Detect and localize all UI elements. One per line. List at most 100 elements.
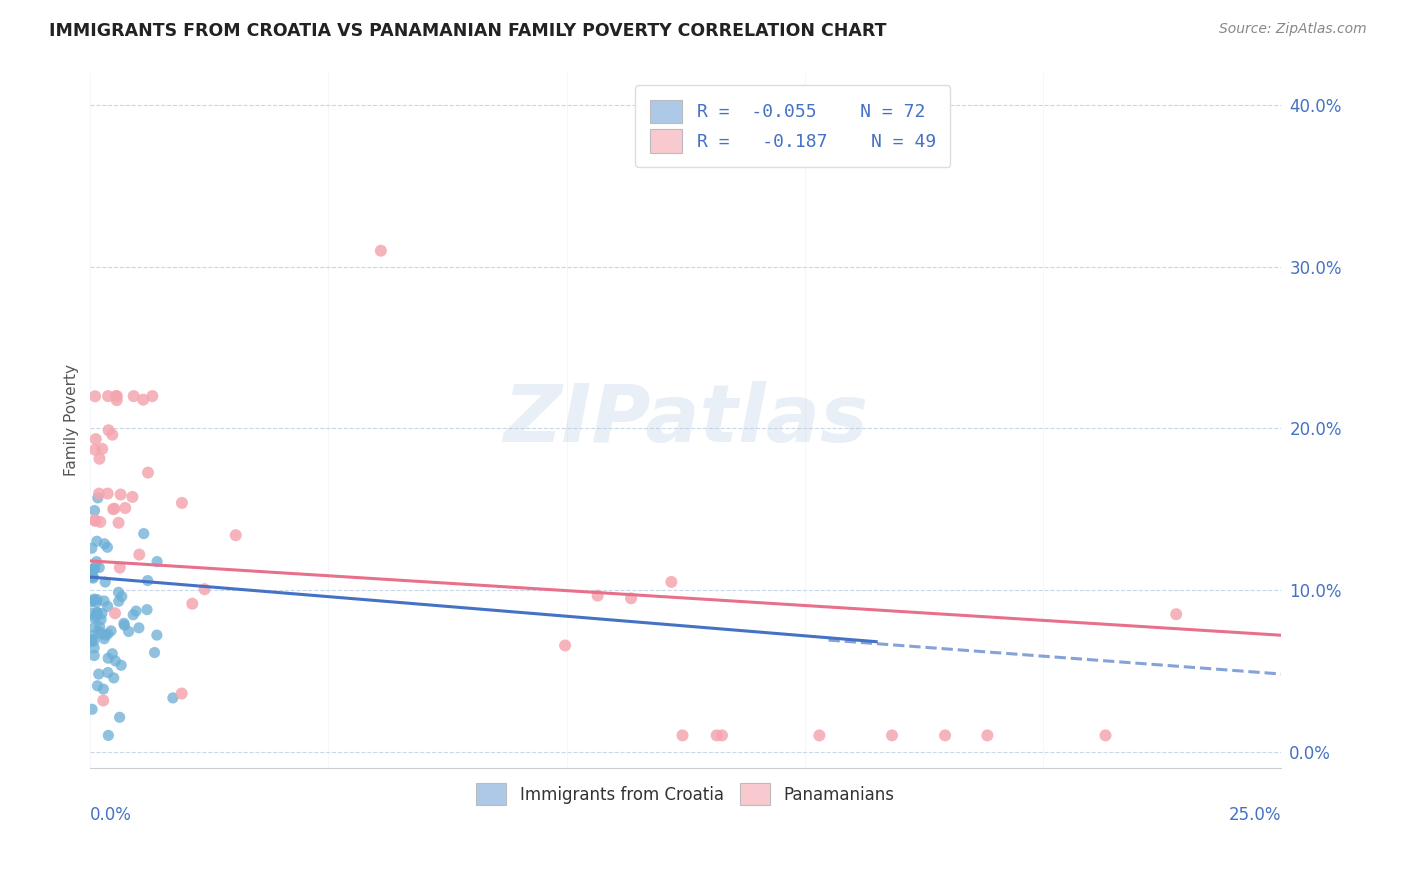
Point bbox=[170, 687, 193, 701]
Point bbox=[136, 466, 159, 480]
Point bbox=[84, 514, 107, 528]
Point bbox=[80, 565, 103, 579]
Point bbox=[104, 654, 127, 668]
Point bbox=[97, 665, 120, 680]
Point bbox=[86, 555, 108, 569]
Point bbox=[107, 585, 129, 599]
Point bbox=[141, 389, 163, 403]
Point bbox=[86, 606, 108, 620]
Point bbox=[83, 640, 105, 655]
Point bbox=[97, 599, 120, 614]
Point bbox=[170, 496, 193, 510]
Point bbox=[136, 602, 159, 616]
Point bbox=[193, 582, 215, 597]
Point bbox=[83, 611, 105, 625]
Point bbox=[82, 569, 104, 583]
Point bbox=[84, 432, 107, 446]
Point bbox=[80, 702, 103, 716]
Point bbox=[97, 651, 120, 665]
Point bbox=[87, 624, 110, 639]
Point bbox=[105, 389, 128, 403]
Point bbox=[86, 606, 108, 620]
Point bbox=[100, 624, 122, 638]
Point bbox=[586, 589, 609, 603]
Point bbox=[80, 632, 103, 647]
Point bbox=[143, 646, 166, 660]
Point bbox=[659, 574, 682, 589]
Point bbox=[105, 393, 128, 408]
Point bbox=[1166, 607, 1188, 622]
Point bbox=[94, 628, 117, 642]
Point bbox=[94, 575, 117, 590]
Point bbox=[132, 526, 155, 541]
Point bbox=[111, 590, 134, 604]
Point bbox=[112, 618, 135, 632]
Point bbox=[671, 728, 693, 742]
Point bbox=[104, 606, 127, 620]
Point bbox=[96, 541, 118, 555]
Point bbox=[86, 679, 108, 693]
Point bbox=[84, 609, 107, 624]
Point bbox=[934, 728, 956, 742]
Point bbox=[132, 392, 155, 407]
Point bbox=[711, 728, 734, 742]
Point bbox=[121, 490, 143, 504]
Point bbox=[89, 560, 111, 574]
Point bbox=[93, 682, 115, 697]
Point bbox=[87, 486, 110, 500]
Point bbox=[97, 423, 120, 437]
Point bbox=[93, 632, 115, 646]
Point bbox=[103, 502, 125, 516]
Point bbox=[101, 427, 124, 442]
Point bbox=[82, 571, 104, 585]
Point bbox=[101, 647, 124, 661]
Point bbox=[620, 591, 643, 606]
Point bbox=[808, 728, 831, 742]
Point bbox=[108, 560, 131, 574]
Point bbox=[554, 639, 576, 653]
Point bbox=[97, 389, 120, 403]
Point bbox=[84, 513, 107, 527]
Point bbox=[83, 620, 105, 634]
Point bbox=[80, 634, 103, 648]
Point bbox=[87, 491, 110, 505]
Point bbox=[83, 503, 105, 517]
Point bbox=[83, 634, 105, 648]
Point bbox=[82, 628, 104, 642]
Point bbox=[225, 528, 247, 542]
Point bbox=[80, 541, 103, 556]
Y-axis label: Family Poverty: Family Poverty bbox=[65, 364, 79, 476]
Point bbox=[93, 594, 115, 608]
Point bbox=[105, 389, 128, 403]
Point bbox=[976, 728, 998, 742]
Text: ZIPatlas: ZIPatlas bbox=[503, 382, 868, 459]
Point bbox=[86, 592, 108, 607]
Point bbox=[80, 607, 103, 621]
Point bbox=[706, 728, 728, 742]
Point bbox=[83, 562, 105, 576]
Point bbox=[91, 442, 114, 456]
Point bbox=[90, 607, 112, 621]
Point bbox=[86, 595, 108, 609]
Point bbox=[162, 690, 184, 705]
Point bbox=[136, 574, 159, 588]
Point bbox=[87, 667, 110, 681]
Legend: Immigrants from Croatia, Panamanians: Immigrants from Croatia, Panamanians bbox=[470, 777, 901, 812]
Point bbox=[181, 597, 204, 611]
Point bbox=[112, 616, 135, 631]
Point bbox=[86, 534, 108, 549]
Point bbox=[107, 516, 129, 530]
Text: 0.0%: 0.0% bbox=[90, 805, 132, 824]
Point bbox=[97, 486, 120, 500]
Point bbox=[122, 389, 145, 403]
Point bbox=[84, 442, 107, 457]
Point bbox=[1094, 728, 1116, 742]
Point bbox=[91, 693, 114, 707]
Text: 25.0%: 25.0% bbox=[1229, 805, 1281, 824]
Point bbox=[83, 561, 105, 575]
Text: Source: ZipAtlas.com: Source: ZipAtlas.com bbox=[1219, 22, 1367, 37]
Point bbox=[370, 244, 392, 258]
Point bbox=[108, 710, 131, 724]
Point bbox=[122, 607, 145, 622]
Point bbox=[103, 501, 125, 516]
